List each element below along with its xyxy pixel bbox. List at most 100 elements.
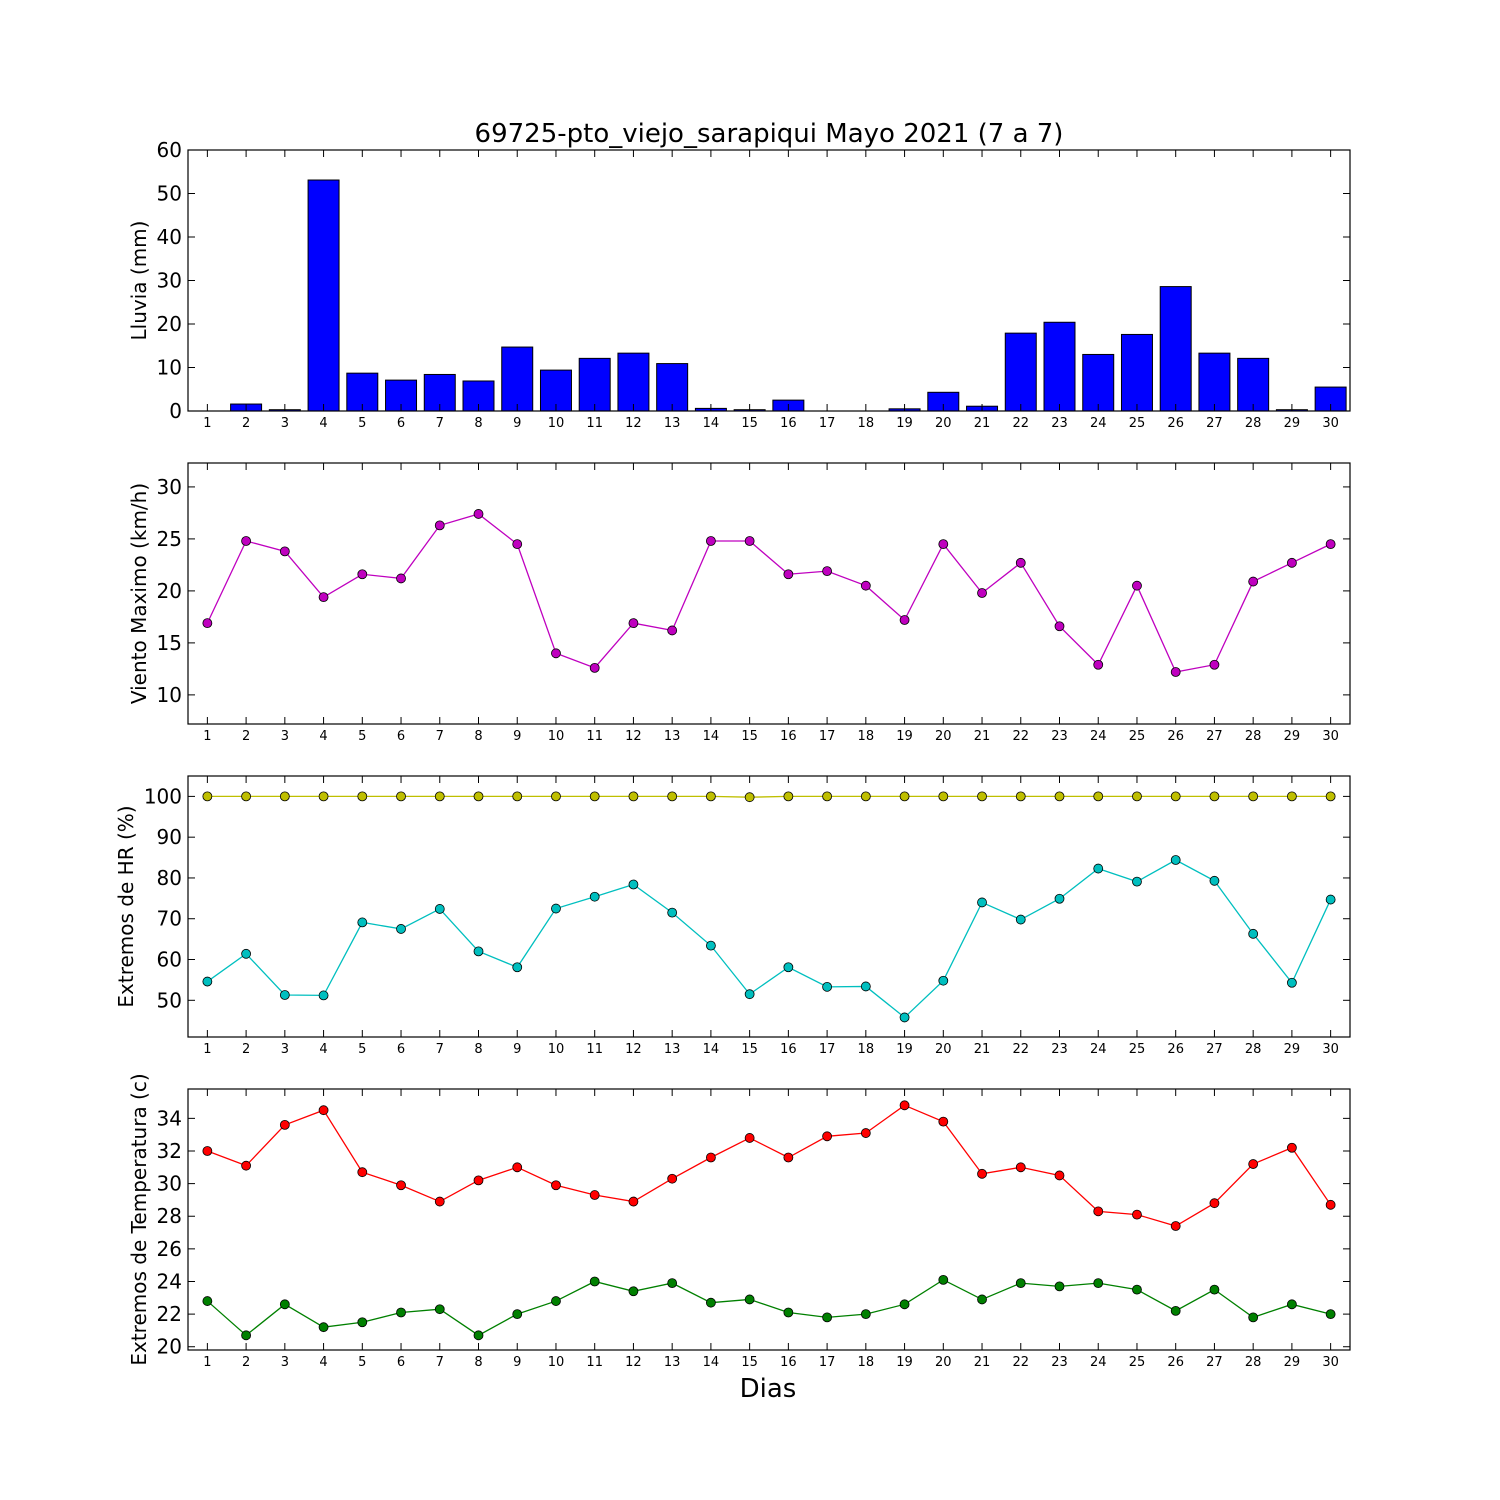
y-tick-label: 70 — [157, 907, 182, 931]
x-tick-label: 11 — [586, 1355, 603, 1370]
point-series2-day-19 — [899, 1012, 910, 1023]
x-tick-label: 21 — [974, 1042, 991, 1057]
y-tick-label: 10 — [157, 683, 182, 707]
x-tick-label: 13 — [664, 729, 681, 744]
point-series2-day-21 — [977, 897, 987, 908]
point-series1-day-5 — [357, 1167, 368, 1178]
point-series2-day-2 — [241, 1330, 252, 1341]
point-series2-day-15 — [744, 989, 755, 1000]
x-tick-label: 15 — [741, 1355, 758, 1370]
point-series2-day-8 — [473, 946, 484, 957]
x-tick-label: 6 — [397, 416, 405, 431]
x-tick-label: 19 — [896, 729, 913, 744]
point-series2-day-16 — [783, 962, 794, 973]
point-series2-day-10 — [551, 903, 561, 914]
point-series2-day-15 — [744, 1294, 755, 1305]
x-tick-label: 30 — [1322, 1355, 1339, 1370]
x-tick-label: 4 — [319, 729, 327, 744]
point-series1-day-27 — [1209, 1198, 1220, 1209]
point-series1-day-15 — [744, 1133, 755, 1143]
x-tick-label: 23 — [1051, 1042, 1068, 1057]
y-tick-label: 100 — [144, 784, 182, 808]
point-series1-day-19 — [899, 615, 910, 625]
x-tick-label: 29 — [1284, 416, 1301, 431]
point-series2-day-26 — [1170, 1305, 1181, 1316]
y-tick-label: 30 — [157, 269, 182, 293]
x-tick-label: 11 — [586, 729, 603, 744]
x-tick-label: 2 — [242, 729, 250, 744]
point-series1-day-7 — [434, 791, 445, 802]
x-tick-label: 8 — [474, 1355, 482, 1370]
point-series2-day-28 — [1248, 1312, 1259, 1323]
point-series2-day-4 — [318, 1322, 329, 1333]
point-series2-day-29 — [1287, 1299, 1297, 1310]
point-series1-day-12 — [628, 791, 639, 802]
y-tick-label: 40 — [157, 225, 182, 249]
point-series1-day-28 — [1248, 1159, 1259, 1169]
point-series2-day-21 — [977, 1294, 987, 1305]
point-series1-day-24 — [1093, 1206, 1104, 1217]
x-tick-label: 4 — [319, 1355, 327, 1370]
point-series1-day-9 — [512, 539, 523, 550]
point-series1-day-11 — [589, 1190, 600, 1200]
point-series1-day-18 — [860, 791, 871, 802]
x-tick-label: 27 — [1206, 729, 1223, 744]
point-series2-day-27 — [1209, 1284, 1220, 1295]
y-tick-label: 10 — [157, 356, 182, 380]
point-series2-day-30 — [1325, 1309, 1336, 1320]
point-series2-day-25 — [1132, 876, 1142, 887]
x-tick-label: 19 — [896, 1042, 913, 1057]
point-series1-day-27 — [1209, 659, 1220, 670]
x-tick-label: 6 — [397, 1355, 405, 1370]
point-series1-day-15 — [744, 792, 755, 803]
y-tick-label: 24 — [157, 1269, 182, 1293]
x-tick-label: 25 — [1129, 1355, 1146, 1370]
point-series1-day-23 — [1054, 791, 1065, 802]
x-tick-label: 11 — [586, 1042, 603, 1057]
x-tick-label: 16 — [780, 729, 797, 744]
x-tick-label: 25 — [1129, 1042, 1146, 1057]
point-series1-day-24 — [1093, 791, 1104, 802]
bar-day-9 — [501, 346, 534, 412]
point-series2-day-1 — [202, 1296, 213, 1306]
point-series1-day-10 — [551, 791, 561, 802]
x-tick-label: 24 — [1090, 416, 1107, 431]
x-tick-label: 6 — [397, 1042, 405, 1057]
y-axis-label: Viento Maximo (km/h) — [127, 483, 151, 704]
point-series1-day-14 — [706, 536, 716, 546]
x-tick-label: 22 — [1012, 416, 1029, 431]
point-series2-day-13 — [667, 1278, 678, 1289]
y-tick-label: 20 — [157, 579, 182, 603]
x-tick-label: 14 — [703, 1355, 720, 1370]
point-series1-day-5 — [357, 569, 368, 580]
series-line-2 — [206, 859, 1332, 1019]
plot-frame — [187, 775, 1351, 1038]
point-series1-day-30 — [1325, 791, 1336, 802]
point-series2-day-25 — [1132, 1284, 1142, 1295]
series-line-1 — [207, 795, 1331, 798]
x-tick-label: 28 — [1245, 1355, 1262, 1370]
x-tick-label: 3 — [281, 416, 289, 431]
point-series2-day-7 — [434, 904, 445, 914]
x-tick-label: 7 — [436, 1355, 444, 1370]
x-tick-label: 30 — [1322, 1042, 1339, 1057]
point-series1-day-26 — [1170, 1221, 1181, 1231]
x-tick-label: 8 — [474, 1042, 482, 1057]
point-series1-day-12 — [628, 1196, 639, 1207]
bar-day-28 — [1237, 357, 1270, 412]
point-series2-day-14 — [706, 940, 716, 951]
point-series1-day-8 — [473, 791, 484, 802]
x-tick-label: 21 — [974, 1355, 991, 1370]
x-tick-label: 20 — [935, 1355, 952, 1370]
x-tick-label: 10 — [548, 1042, 565, 1057]
point-series2-day-24 — [1093, 863, 1104, 874]
y-tick-label: 28 — [157, 1204, 182, 1228]
point-series2-day-22 — [1015, 1278, 1026, 1289]
y-tick-label: 32 — [157, 1139, 182, 1163]
x-tick-label: 27 — [1206, 1355, 1223, 1370]
point-series1-day-21 — [977, 1168, 987, 1179]
x-tick-label: 21 — [974, 729, 991, 744]
point-series1-day-18 — [860, 580, 871, 591]
